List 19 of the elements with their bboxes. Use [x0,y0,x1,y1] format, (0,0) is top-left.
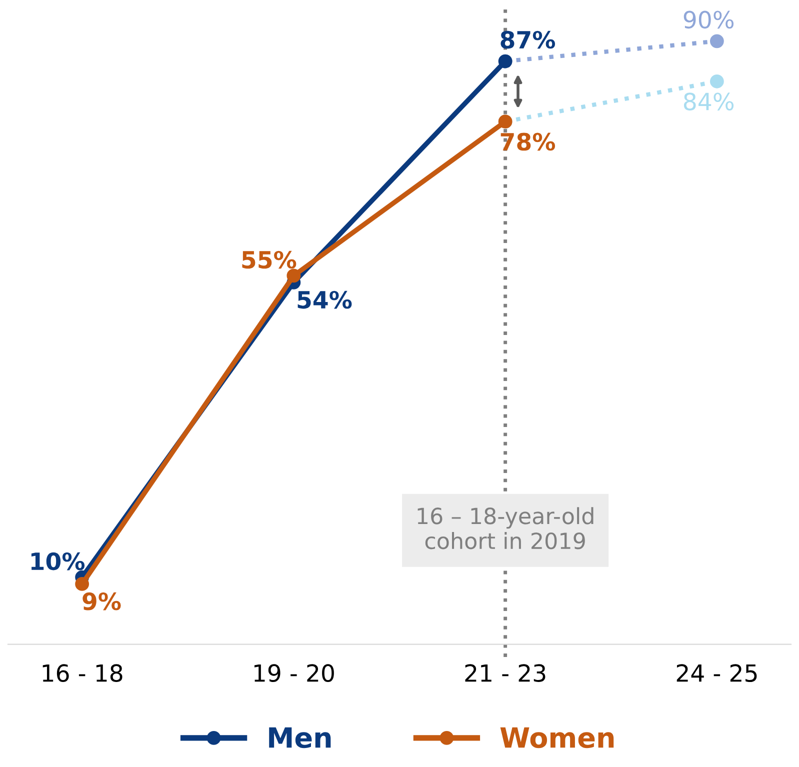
x-tick-label: 24 - 25 [676,664,757,682]
point [710,34,724,48]
point [75,577,90,591]
data-label: 55% [242,250,296,269]
legend-label: Women [500,727,614,748]
x-tick-label: 16 - 18 [42,664,122,682]
data-label: 90% [684,10,734,29]
data-label: 87% [500,30,556,49]
x-tick-label: 19 - 20 [254,664,334,682]
x-tick-label: 21 - 23 [465,664,546,682]
legend-label: Men [269,727,331,748]
data-label: 9% [82,592,121,610]
data-label: 10% [31,552,85,570]
annotation: 16 – 18-year-old cohort in 2019 [418,507,594,550]
data-label: 84% [684,92,734,110]
data-label: 78% [500,132,556,151]
point [286,268,301,283]
point [710,74,724,88]
data-label: 54% [298,290,352,309]
